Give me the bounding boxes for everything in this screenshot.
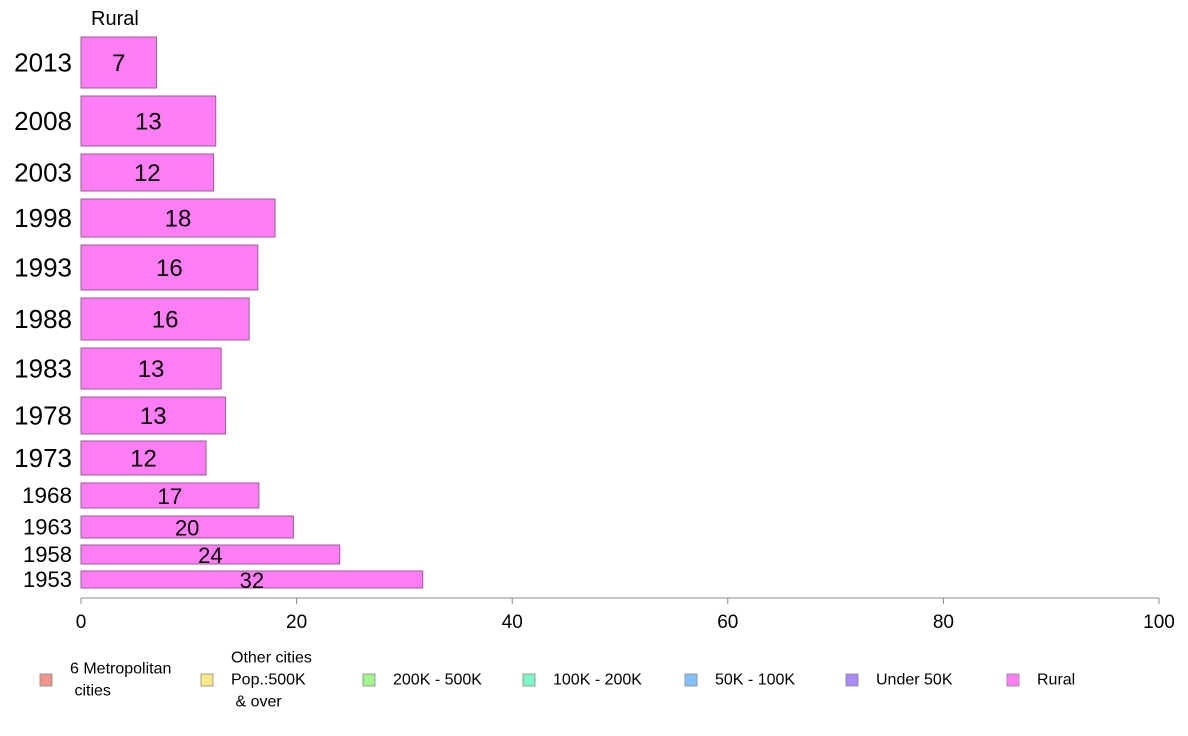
legend-label-5-0: Under 50K	[876, 672, 953, 689]
legend-label-6-0: Rural	[1037, 672, 1075, 689]
chart-title: Rural	[91, 8, 139, 30]
category-label-1963: 1963	[23, 515, 72, 540]
bar-2013	[80, 36, 157, 89]
bar-1993	[80, 244, 259, 291]
value-label-1963: 20	[175, 516, 199, 541]
value-label-2008: 13	[135, 109, 162, 136]
category-label-1993: 1993	[14, 253, 72, 283]
legend-swatch-3	[522, 673, 536, 687]
value-label-1968: 17	[157, 484, 182, 509]
legend-label-0-0: 6 Metropolitan	[70, 661, 171, 678]
bar-1973	[80, 440, 207, 476]
x-axis: 0 20 40 60 80 100	[76, 597, 1175, 633]
value-label-1958: 24	[198, 543, 222, 568]
category-label-2013: 2013	[14, 48, 72, 78]
legend-swatch-1	[200, 673, 214, 687]
category-label-1958: 1958	[23, 542, 72, 567]
category-label-1988: 1988	[14, 304, 72, 334]
value-label-1993: 16	[156, 255, 183, 282]
legend-swatch-2	[362, 673, 376, 687]
category-label-1973: 1973	[14, 443, 72, 473]
legend-label-4-0: 50K - 100K	[715, 672, 795, 689]
value-label-1983: 13	[138, 356, 165, 383]
legend-swatch-0	[39, 673, 53, 687]
value-label-1988: 16	[152, 307, 179, 334]
legend-label-1-1: Pop.:500K	[231, 672, 306, 689]
legend-swatch-4	[684, 673, 698, 687]
bar-1958	[80, 544, 341, 565]
value-label-1953: 32	[240, 568, 264, 593]
bar-1988	[80, 297, 250, 341]
bar-2008	[80, 95, 217, 147]
bar-1998	[80, 198, 276, 238]
legend-swatch-6	[1006, 673, 1020, 687]
legend-label-3-0: 100K - 200K	[553, 672, 642, 689]
x-tick-label-80: 80	[933, 612, 954, 633]
category-label-1983: 1983	[14, 354, 72, 384]
category-label-2003: 2003	[14, 158, 72, 188]
x-tick-label-0: 0	[76, 612, 87, 633]
legend-label-1-2: & over	[231, 694, 282, 711]
category-label-1998: 1998	[14, 203, 72, 233]
value-label-1978: 13	[140, 403, 167, 430]
legend-label-2-0: 200K - 500K	[393, 672, 482, 689]
category-label-1978: 1978	[14, 401, 72, 431]
value-label-1973: 12	[130, 446, 157, 473]
x-tick-label-40: 40	[502, 612, 523, 633]
legend-label-0-1: cities	[70, 683, 111, 700]
bar-1953	[80, 570, 424, 589]
legend-label-1-0: Other cities	[231, 650, 312, 667]
bar-1978	[80, 396, 226, 435]
x-tick-label-60: 60	[717, 612, 738, 633]
category-label-1953: 1953	[23, 567, 72, 592]
value-label-1998: 18	[165, 206, 192, 233]
x-tick-label-100: 100	[1143, 612, 1175, 633]
bar-2003	[80, 153, 215, 192]
bar-1968	[80, 482, 260, 509]
bar-1983	[80, 347, 222, 390]
category-label-1968: 1968	[22, 483, 72, 508]
bar-1963	[80, 515, 294, 539]
x-tick-label-20: 20	[286, 612, 307, 633]
legend: 6 Metropolitan cities Other cities Pop.:50…	[39, 650, 1075, 711]
value-label-2013: 7	[112, 50, 125, 77]
category-label-2008: 2008	[14, 106, 72, 136]
value-label-2003: 12	[134, 160, 161, 187]
legend-swatch-5	[845, 673, 859, 687]
